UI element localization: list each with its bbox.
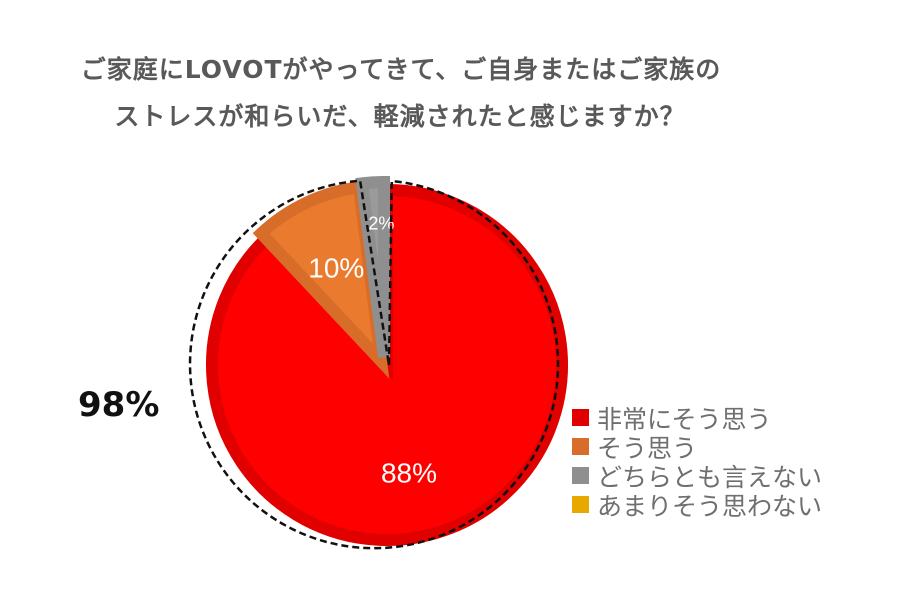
- legend-item: そう思う: [572, 432, 822, 463]
- legend-label: 非常にそう思う: [597, 404, 772, 434]
- legend-swatch: [572, 467, 589, 484]
- legend-label: あまりそう思わない: [597, 491, 823, 521]
- legend-item: どちらとも言えない: [572, 461, 822, 492]
- data-label-0: 88%: [381, 457, 437, 488]
- chart-title-line-1: ご家庭にLOVOTがやってきて、ご自身またはご家族の: [80, 55, 722, 84]
- data-label-2: 2%: [368, 214, 394, 234]
- legend-label: どちらとも言えない: [597, 462, 823, 492]
- legend-swatch: [572, 438, 589, 455]
- combined-percentage-annotation: 98%: [78, 385, 160, 425]
- legend-item: 非常にそう思う: [572, 403, 822, 434]
- legend: 非常にそう思う そう思う どちらとも言えない あまりそう思わない: [572, 403, 822, 521]
- legend-swatch: [572, 496, 589, 513]
- chart-title-line-2: ストレスが和らいだ、軽減されたと感じますか？: [114, 102, 686, 131]
- legend-swatch: [572, 409, 589, 426]
- legend-label: そう思う: [597, 433, 698, 463]
- agree-group-dashed-outline: [188, 179, 560, 550]
- legend-item: あまりそう思わない: [572, 490, 822, 521]
- pie-slice-1: [252, 180, 390, 379]
- data-label-1: 10%: [308, 252, 364, 283]
